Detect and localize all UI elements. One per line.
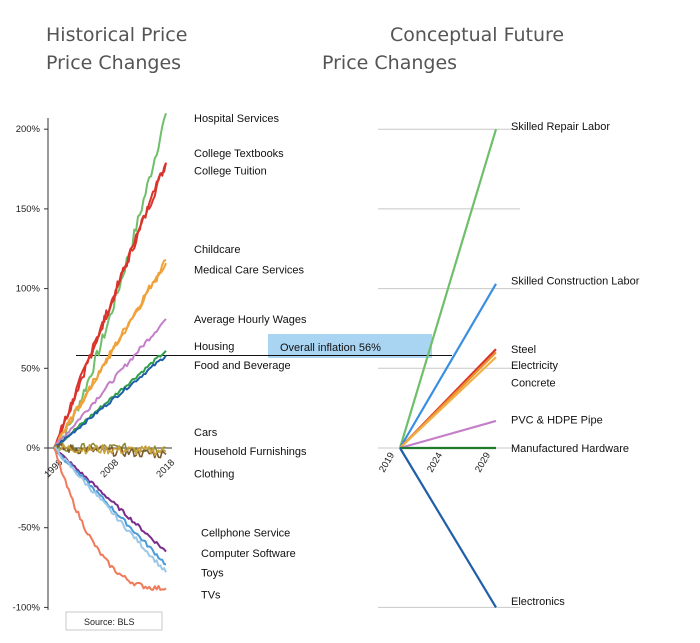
right-series-line [399, 283, 497, 449]
source-box [65, 611, 163, 631]
right-series-labels: Skilled Repair Labor Skilled Construction… [511, 121, 640, 608]
left-series-label: Computer Software [201, 548, 296, 560]
left-series-group [53, 112, 167, 591]
left-series-line [53, 354, 167, 449]
left-series-line [53, 447, 167, 553]
left-chart-title-line-1: Historical Price [46, 24, 187, 46]
left-series-label: Toys [201, 567, 224, 579]
right-series-label: Steel [511, 344, 536, 356]
left-series-line [53, 447, 167, 591]
left-series-label: Cars [194, 427, 218, 439]
left-y-tick-label: 50% [21, 363, 41, 374]
right-series-group [398, 128, 498, 608]
left-series-label: College Textbooks [194, 148, 284, 160]
left-series-label: Clothing [194, 469, 234, 481]
right-gridlines [378, 128, 520, 608]
right-series-label: PVC & HDPE Pipe [511, 414, 603, 426]
left-x-tick-label: 2008 [98, 457, 121, 480]
left-y-ticks: -100% -50% 0% 50% 100% 150% 200% [13, 124, 48, 613]
left-y-tick-label: 200% [16, 124, 41, 135]
right-x-tick-label: 2029 [473, 451, 493, 475]
left-series-line [53, 318, 167, 449]
left-y-tick-label: 100% [16, 284, 41, 295]
left-x-ticks: 1998 2008 2018 [42, 457, 177, 480]
right-x-tick-label: 2019 [377, 451, 397, 475]
left-series-line [53, 162, 167, 449]
left-series-label: College Tuition [194, 166, 267, 178]
left-series-label: Housing [194, 341, 234, 353]
left-series-labels: Hospital Services College Textbooks Colleg… [194, 113, 307, 602]
left-series-line [53, 112, 167, 451]
left-series-label: Medical Care Services [194, 264, 305, 276]
left-y-tick-label: -50% [18, 523, 41, 534]
right-series-label: Electronics [511, 596, 565, 608]
left-series-line [53, 443, 167, 457]
left-series-label: Household Furnishings [194, 446, 307, 458]
left-series-label: Average Hourly Wages [194, 314, 307, 326]
right-series-label: Electricity [511, 360, 559, 372]
left-series-label: Food and Beverage [194, 360, 291, 372]
left-series-label: Hospital Services [194, 113, 279, 125]
right-x-ticks: 2019 2024 2029 [377, 451, 493, 475]
right-series-line [398, 128, 498, 449]
right-series-label: Skilled Construction Labor [511, 276, 640, 288]
right-series-line [399, 447, 497, 608]
right-series-label: Skilled Repair Labor [511, 121, 610, 133]
right-chart-title-line-1: Conceptual Future [390, 24, 564, 46]
right-series-line [399, 419, 497, 450]
left-y-tick-label: 150% [16, 204, 41, 215]
right-series-line [399, 356, 497, 449]
inflation-label-box [268, 334, 432, 358]
right-series-label: Manufactured Hardware [511, 443, 629, 455]
left-series-line [53, 443, 167, 459]
left-chart-title-line-2: Price Changes [46, 52, 181, 74]
left-y-tick-label: 0% [26, 443, 40, 454]
right-series-label: Concrete [511, 378, 556, 390]
left-y-tick-label: -100% [13, 602, 41, 613]
left-series-line [53, 447, 167, 573]
left-series-label: Cellphone Service [201, 527, 290, 539]
left-series-label: TVs [201, 590, 221, 602]
right-x-tick-label: 2024 [425, 451, 445, 475]
source-note: Source: BLS [84, 617, 135, 627]
right-chart-title-line-2: Price Changes [322, 52, 457, 74]
inflation-label: Overall inflation 56% [280, 342, 381, 354]
left-series-label: Childcare [194, 244, 240, 256]
left-series-line [53, 262, 167, 449]
left-x-tick-label: 2018 [154, 457, 177, 480]
